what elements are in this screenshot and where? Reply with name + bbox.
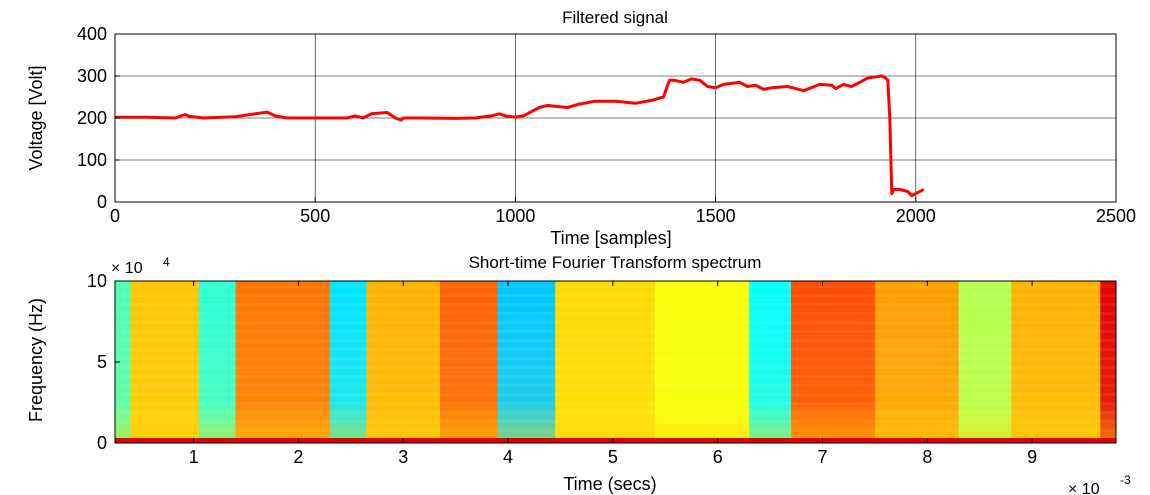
top-y-axis-label: Voltage [Volt] <box>26 65 46 170</box>
top-y-tick-label: 300 <box>77 66 107 86</box>
bottom-x-tick-label: 5 <box>608 447 618 467</box>
bottom-x-axis-label: Time (secs) <box>563 474 656 494</box>
y-exponent-label: × 10 4 <box>111 255 170 277</box>
bottom-y-axis-label: Frequency (Hz) <box>26 298 46 422</box>
top-signal-layer <box>115 74 925 198</box>
top-ticks: 0 500 1000 1500 2000 2500 0 100 200 300 400 <box>77 24 1136 226</box>
bottom-y-tick-label: 5 <box>97 352 107 372</box>
top-x-tick-label: 2500 <box>1096 206 1136 226</box>
top-y-tick-label: 0 <box>97 192 107 212</box>
top-x-tick-label: 1500 <box>696 206 736 226</box>
svg-text:× 10: × 10 <box>111 260 143 277</box>
spectrogram-lowfreq-haze <box>115 281 1116 443</box>
bottom-y-tick-label: 10 <box>87 271 107 291</box>
top-x-axis-label: Time [samples] <box>550 228 671 248</box>
bottom-ticks: 1 2 3 4 5 6 7 8 9 0 5 10 <box>87 271 1037 467</box>
bottom-x-tick-label: 4 <box>503 447 513 467</box>
bottom-x-tick-label: 9 <box>1027 447 1037 467</box>
top-x-tick-label: 500 <box>300 206 330 226</box>
top-plot: 0 500 1000 1500 2000 2500 0 100 200 300 400 Filter… <box>26 8 1136 248</box>
top-y-tick-label: 100 <box>77 150 107 170</box>
top-x-tick-label: 2000 <box>896 206 936 226</box>
spectrogram-heatmap <box>115 281 1116 443</box>
svg-text:× 10: × 10 <box>1068 481 1100 495</box>
x-exponent-label: × 10 -3 <box>1068 473 1131 495</box>
filtered-signal-line <box>115 74 925 198</box>
top-x-tick-label: 1000 <box>495 206 535 226</box>
spectrogram-dc-band <box>115 438 1116 443</box>
svg-text:4: 4 <box>163 255 170 269</box>
bottom-x-tick-label: 7 <box>818 447 828 467</box>
bottom-x-tick-label: 1 <box>189 447 199 467</box>
bottom-x-tick-label: 6 <box>713 447 723 467</box>
bottom-x-tick-label: 8 <box>922 447 932 467</box>
top-x-tick-label: 0 <box>110 206 120 226</box>
bottom-x-tick-label: 2 <box>293 447 303 467</box>
svg-text:-3: -3 <box>1120 473 1131 487</box>
top-y-tick-label: 400 <box>77 24 107 44</box>
bottom-chart-title: Short-time Fourier Transform spectrum <box>469 253 762 272</box>
bottom-y-tick-label: 0 <box>97 433 107 453</box>
bottom-plot: 1 2 3 4 5 6 7 8 9 0 5 10 Short-time Fourier Transfo… <box>26 253 1131 495</box>
bottom-x-tick-label: 3 <box>398 447 408 467</box>
top-chart-title: Filtered signal <box>562 8 668 27</box>
top-y-tick-label: 200 <box>77 108 107 128</box>
